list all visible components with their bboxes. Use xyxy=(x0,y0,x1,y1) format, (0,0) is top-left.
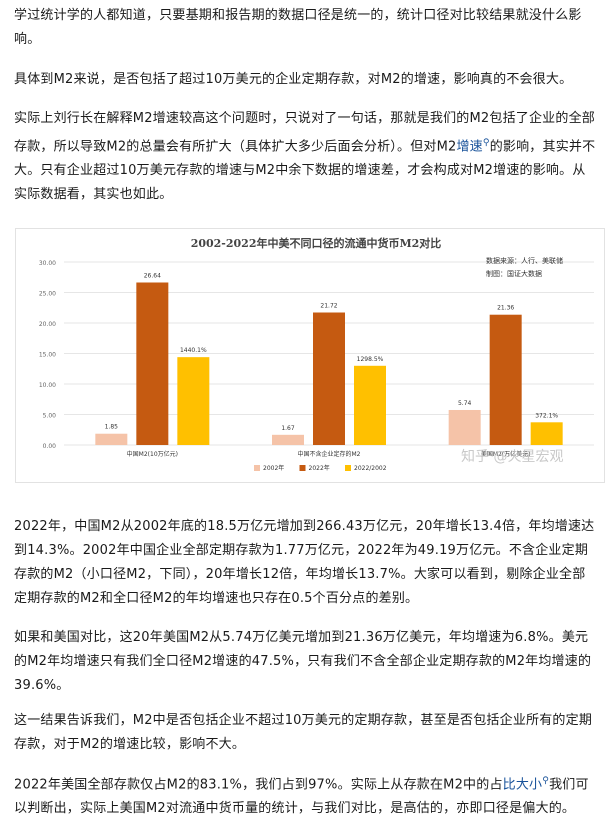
magnifier-icon[interactable]: ⚲ xyxy=(542,776,550,786)
data-label: 21.36 xyxy=(497,305,514,312)
bar-2 xyxy=(313,312,345,445)
legend-swatch xyxy=(299,465,306,471)
y-tick-label: 0.00 xyxy=(43,443,57,450)
bar-1 xyxy=(448,409,481,445)
chart-title: 2002-2022年中美不同口径的流通中货币M2对比 xyxy=(191,236,442,250)
legend-swatch xyxy=(254,465,260,471)
speed-search-link[interactable]: 增速 xyxy=(456,139,483,155)
data-label: 1.67 xyxy=(281,425,295,432)
bar-3 xyxy=(354,365,386,445)
paragraph-3: 实际上刘行长在解释M2增速较高这个问题时，只说对了一句话，那就是我们的M2包括了… xyxy=(14,107,598,207)
chart: 2002-2022年中美不同口径的流通中货币M2对比 0.00 5.00 10.00 1… xyxy=(39,236,594,472)
paragraph-2: 具体到M2来说，是否包括了超过10万美元的企业定期存款，对M2的增速，影响真的不… xyxy=(14,68,598,92)
x-tick-label: 中国M2(10万亿元) xyxy=(127,450,178,458)
paragraph-5-text: 如果和美国对比，这20年美国M2从5.74万亿美元增加到21.36万亿美元，年均… xyxy=(14,630,592,693)
data-label: 1440.1% xyxy=(180,347,207,354)
x-tick-label: 中国不含企业定存的M2 xyxy=(298,450,361,458)
x-tick-label: 美国M2(万亿美元) xyxy=(481,450,531,458)
source-text: 数据来源：人行、美联储 xyxy=(486,256,563,265)
paragraph-4: 2022年，中国M2从2002年底的18.5万亿元增加到266.43万亿元，20… xyxy=(14,515,598,611)
legend-label: 2022/2002 xyxy=(354,465,387,472)
bar-2 xyxy=(489,314,522,445)
paragraph-5: 如果和美国对比，这20年美国M2从5.74万亿美元增加到21.36万亿美元，年均… xyxy=(14,626,598,698)
paragraph-4-text: 2022年，中国M2从2002年底的18.5万亿元增加到266.43万亿元，20… xyxy=(14,519,595,606)
paragraph-3-text-b: 的影响，其实并不大。只有企业超过10万美元存款的增速与M2中余下数据的增速差，才… xyxy=(14,139,596,203)
data-label: 1298.5% xyxy=(357,356,384,363)
y-tick-label: 5.00 xyxy=(43,413,57,420)
data-label: 21.72 xyxy=(320,303,337,310)
legend-swatch xyxy=(345,465,351,471)
data-label: 5.74 xyxy=(458,400,472,407)
paragraph-6-text: 这一结果告诉我们，M2中是否包括企业不超过10万美元的定期存款，甚至是否包括企业… xyxy=(14,713,593,752)
bar-1 xyxy=(272,434,304,445)
legend-label: 2022年 xyxy=(309,464,330,472)
chart-figure: 2002-2022年中美不同口径的流通中货币M2对比 0.00 5.00 10.00 1… xyxy=(15,228,605,483)
paragraph-1-text: 学过统计学的人都知道，只要基期和报告期的数据口径是统一的，统计口径对比较结果就没… xyxy=(14,8,582,47)
paragraph-2-text: 具体到M2来说，是否包括了超过10万美元的企业定期存款，对M2的增速，影响真的不… xyxy=(14,72,573,87)
y-tick-label: 20.00 xyxy=(39,321,56,328)
data-label: 26.64 xyxy=(144,272,161,279)
y-tick-label: 25.00 xyxy=(39,291,56,298)
data-label: 372.1% xyxy=(535,412,558,419)
bar-1 xyxy=(95,433,128,445)
author-text: 制图：国证大数据 xyxy=(486,269,542,278)
legend-label: 2002年 xyxy=(263,464,284,472)
y-tick-label: 10.00 xyxy=(39,382,56,389)
watermark-text: 知乎 @火星宏观 xyxy=(461,448,563,465)
bar-2 xyxy=(136,282,169,445)
y-tick-label: 30.00 xyxy=(39,260,56,267)
y-tick-label: 15.00 xyxy=(39,352,56,359)
paragraph-7: 2022年美国全部存款仅占M2的83.1%，我们占到97%。实际上从存款在M2中… xyxy=(14,769,598,821)
paragraph-6: 这一结果告诉我们，M2中是否包括企业不超过10万美元的定期存款，甚至是否包括企业… xyxy=(14,709,598,757)
data-label: 1.85 xyxy=(105,424,119,431)
paragraph-1: 学过统计学的人都知道，只要基期和报告期的数据口径是统一的，统计口径对比较结果就没… xyxy=(14,4,598,52)
paragraph-7-text-b: 我们可以判断出，实际上美国M2对流通中货币量的统计，与我们对比，是高估的，亦即口… xyxy=(14,777,589,817)
bar-3 xyxy=(530,422,563,445)
size-search-link[interactable]: 比大小 xyxy=(502,777,543,793)
paragraph-3-text-a: 实际上刘行长在解释M2增速较高这个问题时，只说对了一句话，那就是我们的M2包括了… xyxy=(14,111,595,155)
paragraph-7-text-a: 2022年美国全部存款仅占M2的83.1%，我们占到97%。实际上从存款在M2中… xyxy=(14,777,503,793)
bar-3 xyxy=(177,357,210,445)
magnifier-icon[interactable]: ⚲ xyxy=(482,138,490,148)
